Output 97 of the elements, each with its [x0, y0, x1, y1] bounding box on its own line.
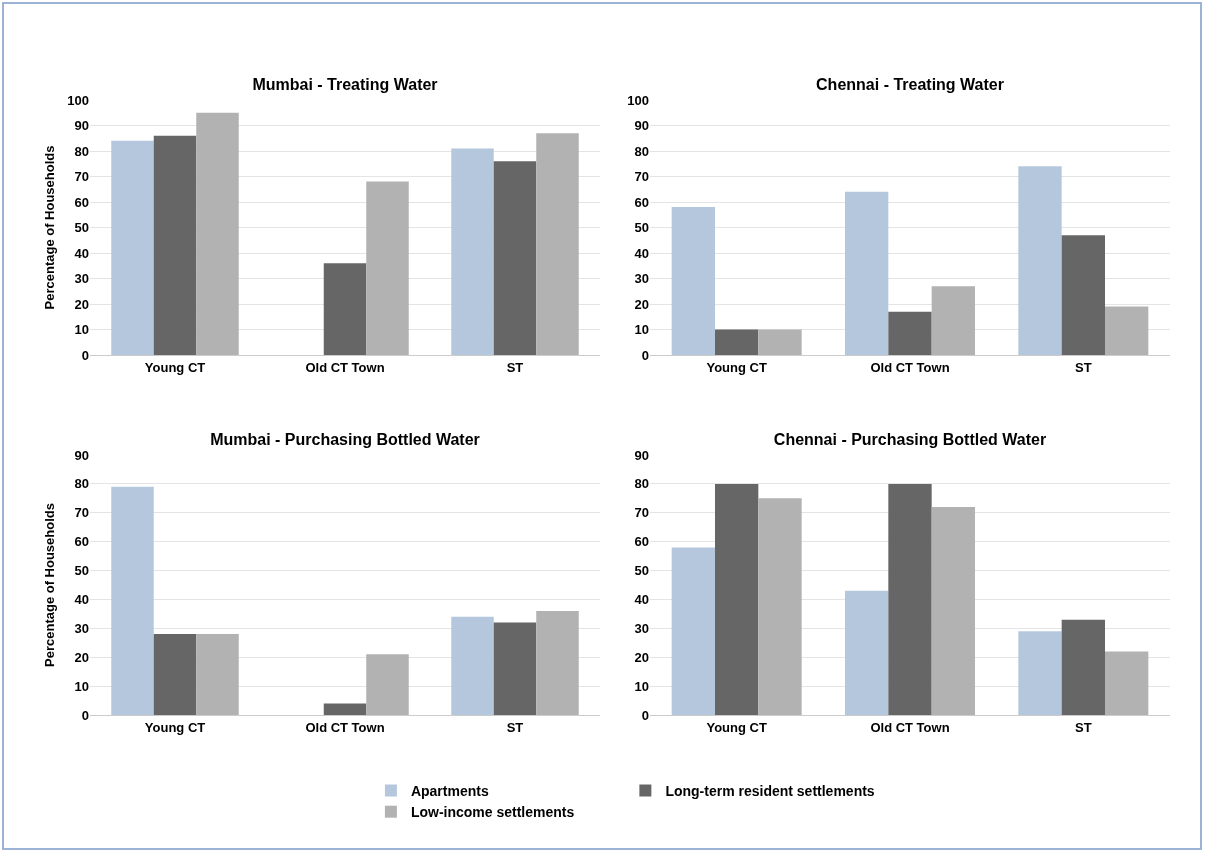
y-tick-label: 30 — [74, 271, 89, 287]
bar — [758, 329, 802, 355]
y-axis-title: Percentage of Households — [42, 145, 57, 310]
y-tick-label: 30 — [74, 620, 89, 636]
y-tick-label: 0 — [81, 707, 89, 723]
y-tick-label: 10 — [74, 322, 89, 338]
bar — [845, 590, 889, 715]
bar — [366, 181, 409, 355]
bar — [323, 263, 367, 355]
bar — [1061, 619, 1105, 715]
y-tick-label: 40 — [74, 591, 89, 607]
y-tick-label: 10 — [634, 322, 649, 338]
y-tick-label: 80 — [634, 476, 649, 492]
y-tick-label: 50 — [634, 563, 649, 579]
bar — [888, 311, 932, 355]
chart-title: Mumbai - Treating Water — [252, 76, 438, 94]
y-tick-label: 40 — [74, 245, 89, 261]
bar — [153, 634, 197, 715]
y-tick-label: 80 — [74, 143, 89, 159]
y-tick-label: 100 — [67, 92, 89, 108]
chart-title: Mumbai - Purchasing Bottled Water — [210, 431, 480, 449]
x-tick-label: ST — [1075, 359, 1092, 375]
y-tick-label: 70 — [634, 505, 649, 521]
bar — [671, 547, 715, 715]
y-tick-label: 30 — [634, 620, 649, 636]
y-tick-label: 90 — [634, 447, 649, 463]
bar — [493, 622, 537, 715]
y-tick-label: 40 — [634, 591, 649, 607]
x-tick-label: Young CT — [706, 719, 767, 735]
y-tick-label: 20 — [74, 296, 89, 312]
y-tick-label: 20 — [634, 296, 649, 312]
x-tick-label: Young CT — [144, 359, 206, 375]
y-tick-label: 60 — [74, 194, 89, 210]
bar — [153, 135, 197, 355]
y-tick-label: 50 — [634, 220, 649, 236]
chart-title: Chennai - Treating Water — [816, 76, 1004, 94]
y-tick-label: 10 — [634, 678, 649, 694]
y-tick-label: 70 — [74, 505, 89, 521]
legend-label: Apartments — [410, 782, 489, 799]
x-tick-label: Old CT Town — [305, 719, 385, 735]
y-tick-label: 40 — [634, 245, 649, 261]
y-tick-label: 20 — [634, 649, 649, 665]
bar — [536, 611, 579, 715]
y-tick-label: 70 — [74, 169, 89, 185]
bar — [931, 507, 975, 715]
bar — [451, 616, 494, 715]
x-tick-label: Old CT Town — [870, 719, 950, 735]
y-tick-label: 60 — [634, 194, 649, 210]
x-tick-label: ST — [506, 719, 524, 735]
y-tick-label: 90 — [634, 118, 649, 134]
bar — [1105, 306, 1149, 355]
bar — [111, 140, 154, 355]
y-tick-label: 70 — [634, 169, 649, 185]
y-tick-label: 0 — [81, 347, 89, 363]
y-tick-label: 0 — [641, 707, 649, 723]
bar — [196, 112, 239, 355]
bar — [671, 207, 715, 355]
x-tick-label: ST — [506, 359, 524, 375]
bar — [1061, 235, 1105, 355]
y-tick-label: 10 — [74, 678, 89, 694]
bar — [111, 486, 154, 715]
y-tick-label: 80 — [634, 143, 649, 159]
bar — [715, 483, 759, 715]
y-tick-label: 60 — [634, 534, 649, 550]
y-tick-label: 100 — [627, 92, 649, 108]
x-tick-label: Old CT Town — [870, 359, 950, 375]
bar — [323, 703, 367, 715]
bar — [845, 191, 889, 355]
bar — [715, 329, 759, 355]
x-tick-label: ST — [1075, 719, 1092, 735]
y-tick-label: 20 — [74, 649, 89, 665]
y-tick-label: 50 — [74, 563, 89, 579]
y-tick-label: 50 — [74, 220, 89, 236]
y-tick-label: 80 — [74, 476, 89, 492]
x-tick-label: Old CT Town — [305, 359, 385, 375]
bar — [1105, 651, 1149, 715]
legend-label: Low-income settlements — [410, 804, 575, 821]
y-axis-title: Percentage of Households — [42, 503, 57, 667]
bar — [366, 654, 409, 715]
y-tick-label: 90 — [74, 118, 89, 134]
y-tick-label: 0 — [641, 347, 649, 363]
bar — [931, 286, 975, 355]
bar — [196, 634, 239, 715]
y-tick-label: 30 — [634, 271, 649, 287]
bar — [1018, 631, 1062, 715]
chart-title: Chennai - Purchasing Bottled Water — [773, 431, 1047, 449]
x-tick-label: Young CT — [706, 359, 767, 375]
bar — [451, 148, 494, 355]
bar — [493, 161, 537, 355]
y-tick-label: 60 — [74, 534, 89, 550]
bar — [536, 133, 579, 355]
bar — [888, 483, 932, 715]
x-tick-label: Young CT — [144, 719, 206, 735]
bar — [758, 498, 802, 715]
bar — [1018, 166, 1062, 355]
y-tick-label: 90 — [74, 447, 89, 463]
legend-label: Long-term resident settlements — [665, 782, 875, 799]
